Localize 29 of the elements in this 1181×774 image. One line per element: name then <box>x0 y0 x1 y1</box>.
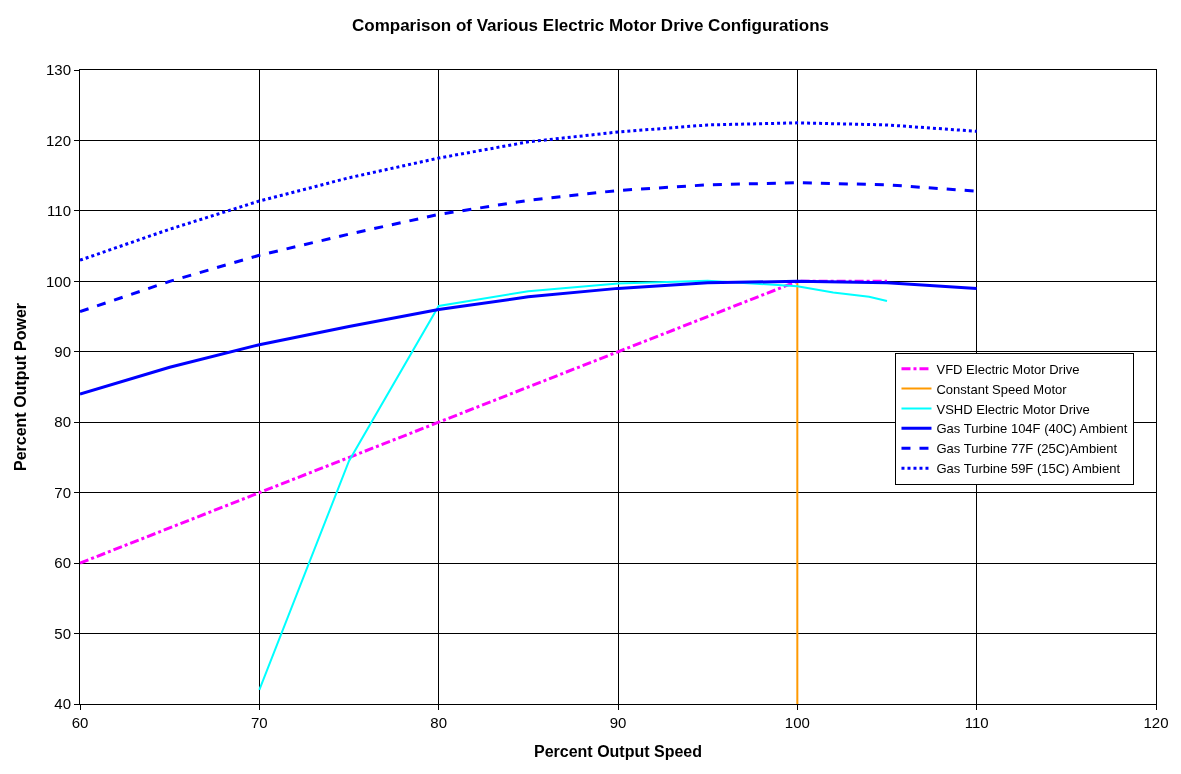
legend-label: Gas Turbine 77F (25C)Ambient <box>936 441 1118 457</box>
y-tick-label: 100 <box>45 272 71 290</box>
legend-label: VSHD Electric Motor Drive <box>936 401 1090 417</box>
legend-label: Constant Speed Motor <box>936 381 1068 397</box>
line-series <box>80 121 979 262</box>
x-axis-title: Percent Output Speed <box>533 742 703 760</box>
line-series <box>80 279 889 565</box>
x-tick-label: 80 <box>430 714 448 731</box>
legend-label: Gas Turbine 59F (15C) Ambient <box>936 461 1121 477</box>
y-tick-label: 70 <box>54 483 71 501</box>
y-tick-label: 80 <box>54 413 71 431</box>
line-series <box>258 279 888 691</box>
legend-label: VFD Electric Motor Drive <box>936 361 1080 377</box>
x-tick-label: 70 <box>250 714 268 731</box>
y-axis-title: Percent Output Power <box>11 302 29 472</box>
y-tick-label: 40 <box>54 695 71 713</box>
x-tick-label: 120 <box>1143 714 1169 731</box>
x-tick-label: 60 <box>71 714 89 731</box>
y-tick-label: 120 <box>45 131 71 149</box>
y-tick-label: 50 <box>54 624 71 642</box>
chart-title: Comparison of Various Electric Motor Drive Configurations <box>351 16 830 36</box>
y-tick-label: 90 <box>54 343 71 361</box>
x-tick-label: 100 <box>784 714 810 731</box>
legend-label: Gas Turbine 104F (40C) Ambient <box>936 421 1128 437</box>
y-tick-label: 110 <box>47 202 71 220</box>
x-tick-label: 90 <box>609 714 627 731</box>
y-tick-label: 60 <box>54 554 71 572</box>
x-tick-label: 110 <box>964 714 989 731</box>
y-tick-label: 130 <box>45 61 71 79</box>
